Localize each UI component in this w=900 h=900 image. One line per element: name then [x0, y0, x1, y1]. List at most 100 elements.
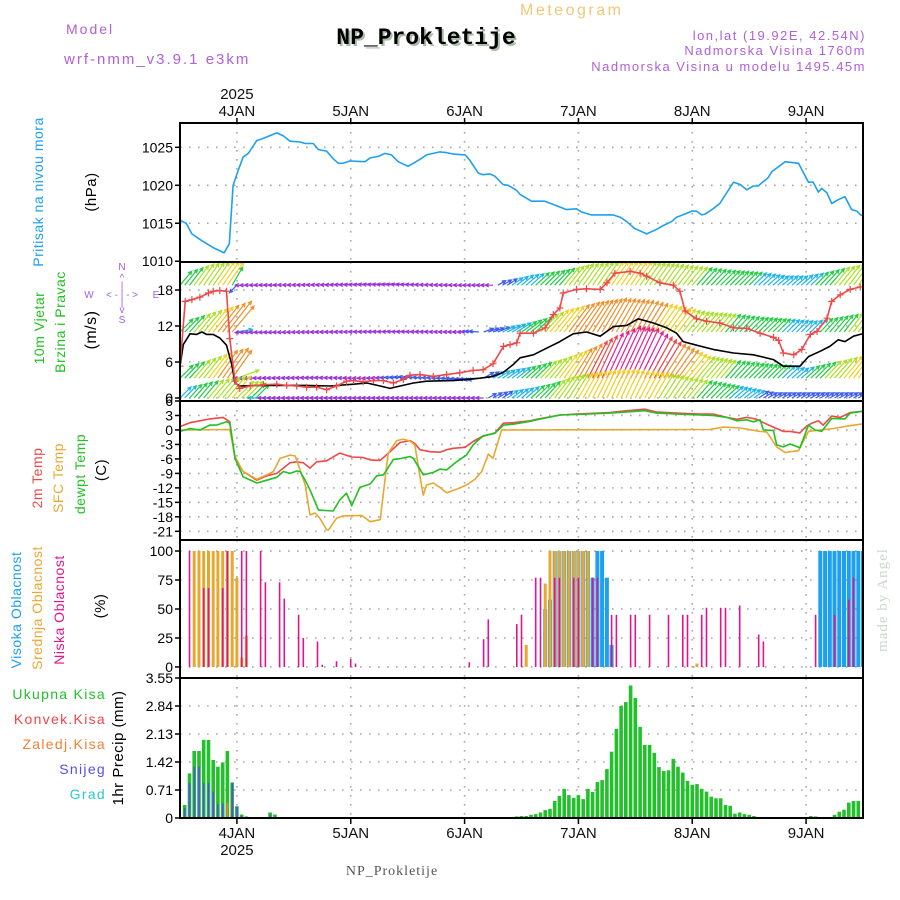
wind-arrow	[193, 312, 212, 333]
wind-arrow	[725, 384, 740, 399]
niska-oblacnost-bar	[852, 577, 855, 667]
legend-snow: Snijeg	[59, 761, 106, 777]
wind-arrow	[857, 324, 863, 333]
gust-marker	[416, 371, 424, 379]
x-tick-label-top: 5JAN	[332, 103, 369, 120]
wind-arrow	[180, 364, 194, 379]
niska-oblacnost-bar	[553, 577, 556, 667]
wind-arrow	[544, 358, 563, 379]
x-tick-label-top: 4JAN	[219, 103, 256, 120]
gust-marker	[846, 285, 854, 293]
wind-arrow	[762, 363, 779, 379]
wind-arrow	[848, 359, 863, 379]
wind-arrow	[824, 392, 836, 399]
niska-oblacnost-bar	[700, 614, 703, 667]
wind-arrow	[649, 302, 669, 333]
gust-marker	[196, 293, 204, 301]
panel-3-data	[188, 551, 863, 667]
wind-arrow	[615, 262, 634, 286]
wind-arrow	[540, 271, 556, 286]
wind-arrow	[706, 381, 723, 399]
wind-arrow	[720, 269, 737, 286]
ukupna-kisa-bar	[666, 770, 671, 818]
srednja-oblacnost-bar	[230, 551, 234, 667]
wind-arrow	[203, 355, 223, 379]
compass-down-arrow: v	[120, 305, 125, 316]
gust-marker	[389, 379, 397, 387]
gust-marker	[596, 285, 604, 293]
snijeg-bar	[217, 804, 219, 818]
wind-arrow	[596, 334, 618, 379]
wind-arrow	[620, 368, 635, 399]
snijeg-bar	[202, 782, 205, 818]
wind-arrow	[819, 361, 837, 379]
wind-arrow	[781, 318, 796, 333]
wind-arrow	[231, 265, 244, 286]
wind-arrow	[212, 306, 234, 333]
wind-arrow	[663, 343, 687, 379]
wind-arrow	[644, 301, 664, 333]
y-tick-label: -12	[153, 480, 173, 496]
wind-arrow	[525, 273, 540, 286]
compass-stem: |	[121, 281, 124, 292]
wind-arrow	[535, 271, 551, 286]
y-tick-label: 50	[157, 601, 173, 617]
wind-arrow	[568, 373, 585, 399]
zaledj-kisa-bar	[226, 803, 229, 818]
wind-arrow	[535, 361, 553, 379]
wind-arrow	[762, 317, 779, 333]
wind-arrow	[734, 386, 749, 399]
gust-marker	[333, 382, 340, 390]
ukupna-kisa-bar	[681, 772, 685, 818]
wind-arrow	[758, 390, 770, 399]
legend-hail: Grad	[70, 786, 106, 802]
wind-arrow	[725, 359, 742, 379]
niska-oblacnost-bar	[335, 661, 338, 667]
niska-oblacnost-bar	[833, 614, 836, 667]
dewpt-temp-line	[180, 409, 863, 512]
wind-arrow	[777, 275, 790, 286]
niska-oblacnost-bar	[577, 577, 580, 667]
wind-arrow	[540, 382, 557, 399]
gust-marker	[636, 269, 644, 277]
gust-marker	[790, 351, 798, 359]
wind-arrow	[687, 378, 704, 399]
y-tick-label: 2.13	[146, 726, 173, 742]
wind-arrow	[606, 329, 630, 379]
wind-arrow	[672, 375, 689, 399]
gust-marker	[656, 279, 664, 287]
ukupna-kisa-bar	[690, 784, 695, 818]
wind-arrow	[630, 298, 650, 333]
niska-oblacnost-bar	[534, 577, 537, 667]
wind-arrow	[563, 351, 583, 379]
wind-arrow	[753, 272, 768, 286]
wind-arrow	[829, 267, 846, 286]
ukupna-kisa-bar	[571, 797, 576, 818]
gust-marker	[273, 380, 281, 388]
wind-arrow	[838, 356, 858, 379]
y-tick-label: 0	[165, 390, 173, 406]
snijeg-bar	[236, 807, 238, 818]
gust-marker	[716, 319, 724, 327]
niska-oblacnost-bar	[188, 551, 191, 667]
gust-marker	[813, 327, 821, 335]
compass-up-arrow: ^	[120, 273, 125, 284]
srednja-oblacnost-bar	[216, 551, 220, 667]
wind-arrow	[521, 387, 535, 399]
wind-arrow	[625, 298, 646, 333]
wind-arrow	[729, 385, 745, 399]
ukupna-kisa-bar	[576, 795, 581, 818]
srednja-oblacnost-bar	[548, 551, 552, 667]
visoka-oblacnost-bar	[837, 551, 842, 667]
srednja-oblacnost-bar	[211, 551, 215, 667]
niska-oblacnost-bar	[738, 605, 741, 667]
wind-arrow	[687, 353, 708, 379]
wind-arrow	[625, 262, 643, 286]
wind-arrow	[502, 369, 516, 379]
ukupna-kisa-bar	[557, 795, 562, 818]
ukupna-kisa-bar	[609, 751, 614, 818]
wind-arrow	[634, 299, 655, 333]
wind-arrow	[208, 353, 228, 379]
wind-arrow	[563, 374, 580, 399]
y-tick-label: -15	[153, 494, 173, 510]
